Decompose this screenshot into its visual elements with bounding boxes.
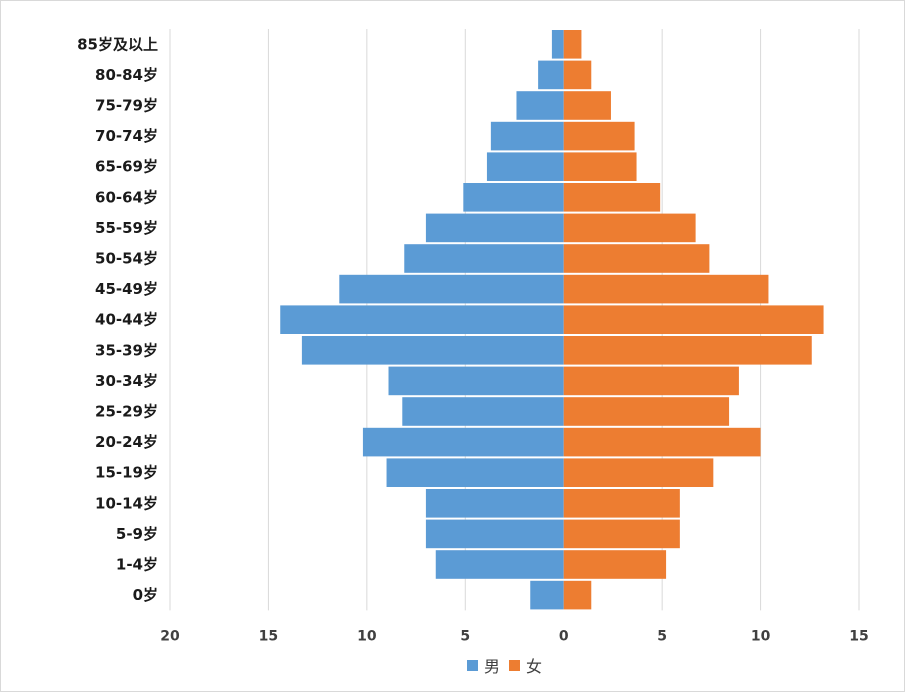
category-label-18: 0岁 <box>133 586 158 604</box>
category-label-7: 50-54岁 <box>95 250 158 268</box>
category-label-4: 65-69岁 <box>95 158 158 176</box>
x-tick-label-5: 5 <box>657 628 667 644</box>
category-labels: 85岁及以上 80-84岁 75-79岁 70-74岁 65-69岁 60-64岁 55-5… <box>77 35 158 604</box>
bar-male-6 <box>425 213 564 243</box>
category-label-9: 40-44岁 <box>95 311 158 329</box>
bar-female-16 <box>563 519 680 549</box>
legend-swatch-0 <box>467 660 478 671</box>
legend: 男女 <box>467 657 542 676</box>
bar-female-15 <box>563 489 680 518</box>
bar-female-0 <box>563 30 582 59</box>
x-tick-label-6: 10 <box>751 628 771 644</box>
bar-male-11 <box>388 366 564 396</box>
x-axis-tick-labels: 20 15 10 5 0 5 10 15 <box>160 628 868 644</box>
bar-female-17 <box>563 550 667 579</box>
bar-female-7 <box>563 244 710 273</box>
bar-female-8 <box>563 274 769 304</box>
category-label-6: 55-59岁 <box>95 219 158 237</box>
bar-male-16 <box>425 519 564 549</box>
bar-male-1 <box>538 60 564 90</box>
category-label-13: 20-24岁 <box>95 433 158 451</box>
bar-female-4 <box>563 152 637 181</box>
bar-female-12 <box>563 397 730 426</box>
bar-male-10 <box>301 336 564 365</box>
bar-male-12 <box>402 397 564 426</box>
bar-male-13 <box>362 427 564 457</box>
category-label-16: 5-9岁 <box>116 525 158 543</box>
bar-male-7 <box>404 244 564 273</box>
category-label-17: 1-4岁 <box>116 556 158 574</box>
x-tick-label-1: 15 <box>259 628 278 644</box>
bar-male-4 <box>486 152 564 181</box>
bar-female-9 <box>563 305 824 334</box>
bar-female-3 <box>563 121 635 151</box>
x-tick-label-7: 15 <box>849 628 868 644</box>
bar-female-18 <box>563 580 592 610</box>
category-label-5: 60-64岁 <box>95 188 158 206</box>
category-label-8: 45-49岁 <box>95 280 158 298</box>
bar-female-5 <box>563 183 661 212</box>
bar-male-5 <box>463 183 564 212</box>
bars <box>280 30 824 610</box>
category-label-12: 25-29岁 <box>95 403 158 421</box>
category-label-15: 10-14岁 <box>95 494 158 512</box>
x-tick-label-2: 10 <box>357 628 377 644</box>
category-label-2: 75-79岁 <box>95 97 158 115</box>
category-label-11: 30-34岁 <box>95 372 158 390</box>
bar-male-2 <box>516 91 564 120</box>
x-tick-label-0: 20 <box>160 628 180 644</box>
bar-male-14 <box>386 458 564 487</box>
category-label-0: 85岁及以上 <box>77 35 158 53</box>
x-tick-label-4: 0 <box>559 628 569 644</box>
bar-male-3 <box>490 121 564 151</box>
bar-male-17 <box>435 550 564 579</box>
bar-female-1 <box>563 60 592 90</box>
bar-female-14 <box>563 458 714 487</box>
x-tick-label-3: 5 <box>460 628 470 644</box>
legend-label-0: 男 <box>484 657 500 676</box>
bar-male-0 <box>551 30 564 59</box>
bar-female-10 <box>563 336 812 365</box>
category-label-10: 35-39岁 <box>95 341 158 359</box>
bar-male-9 <box>280 305 564 334</box>
bar-male-18 <box>530 580 564 610</box>
bar-female-6 <box>563 213 696 243</box>
bar-male-15 <box>425 489 564 518</box>
bar-female-11 <box>563 366 739 396</box>
bar-male-8 <box>339 274 564 304</box>
bar-female-13 <box>563 427 761 457</box>
category-label-14: 15-19岁 <box>95 464 158 482</box>
legend-swatch-1 <box>509 660 520 671</box>
legend-label-1: 女 <box>526 657 542 676</box>
category-label-1: 80-84岁 <box>95 66 158 84</box>
category-label-3: 70-74岁 <box>95 127 158 145</box>
bar-female-2 <box>563 91 611 120</box>
